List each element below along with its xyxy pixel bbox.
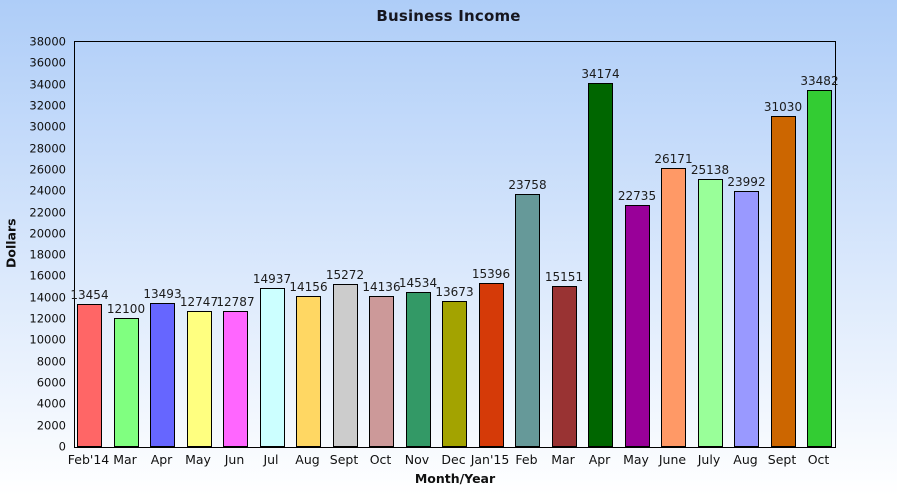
x-axis-tick-label: Sept [329, 452, 359, 467]
x-axis-tick-label: May [623, 452, 649, 467]
x-axis-tick-label: Jan'15 [470, 452, 510, 467]
y-axis-tick-label: 22000 [29, 205, 66, 220]
bar-value-label: 13454 [70, 287, 109, 302]
y-axis-tick-label: 30000 [29, 119, 66, 134]
x-axis-tick-label: Oct [807, 452, 830, 467]
bar [77, 303, 102, 447]
bar [259, 287, 285, 447]
y-axis-tick-label: 32000 [29, 98, 66, 113]
bar [697, 179, 723, 447]
bar-value-label: 14136 [362, 280, 401, 295]
bar [223, 310, 248, 447]
y-axis-tick-label: 0 [58, 439, 66, 454]
bar [807, 90, 832, 447]
bar [332, 284, 358, 447]
x-axis-tick-label: Apr [150, 452, 173, 467]
y-axis-tick-label: 16000 [29, 268, 66, 283]
bar-value-label: 25138 [690, 163, 730, 178]
x-axis-tick-label: July [697, 452, 721, 467]
y-axis-tick-label: 6000 [36, 375, 66, 390]
x-axis-tick-label: Nov [404, 452, 430, 467]
bar-value-label: 23758 [508, 177, 547, 192]
x-axis-title: Month/Year [414, 471, 496, 486]
bar [442, 301, 467, 447]
bar-value-label: 12747 [179, 295, 219, 310]
bar-value-label: 12100 [106, 302, 146, 317]
x-axis-tick-label: June [658, 452, 687, 467]
y-axis-tick-label: 36000 [29, 55, 66, 70]
y-axis-tick-label: 28000 [29, 141, 66, 156]
bar [770, 116, 796, 447]
plot-area: 13454 12100 13493 12747 12787 14937 14156 15272… [70, 41, 839, 448]
bar-value-label: 12787 [216, 294, 255, 309]
bar-value-label: 13673 [435, 285, 474, 300]
y-axis-tick-label: 38000 [29, 34, 66, 49]
bar-value-label: 14534 [398, 276, 438, 291]
bar-value-label: 26171 [654, 152, 693, 167]
y-axis-tick-label: 2000 [36, 418, 66, 433]
y-axis-tick-label: 34000 [29, 77, 66, 92]
y-axis-tick-label: 20000 [29, 226, 66, 241]
x-axis-tick-label: Feb'14 [67, 452, 110, 467]
bar [405, 292, 431, 447]
bar [478, 282, 504, 447]
bar-value-label: 22735 [617, 188, 657, 203]
x-axis-tick-label: Jul [263, 452, 279, 467]
y-axis-tick-label: 18000 [29, 247, 66, 262]
y-axis-tick-label: 4000 [36, 396, 66, 411]
bar-value-label: 33482 [800, 74, 839, 89]
bar [661, 168, 686, 447]
x-axis-tick-label: Jun [224, 452, 245, 467]
y-axis-tick-label: 10000 [29, 332, 66, 347]
x-axis-tick-label: Feb [515, 452, 538, 467]
bar-value-label: 23992 [727, 175, 766, 190]
y-axis-tick-label: 14000 [29, 290, 66, 305]
bar [150, 303, 175, 447]
bar [551, 285, 577, 447]
bar [624, 204, 650, 447]
bar-value-label: 13493 [143, 287, 182, 302]
bar [296, 296, 321, 447]
chart-title: Business Income [376, 7, 521, 25]
x-axis-tick-label: May [185, 452, 211, 467]
x-axis-tick-label: Mar [113, 452, 137, 467]
x-axis-tick-label: Aug [733, 452, 758, 467]
bar-value-label: 14937 [252, 271, 292, 286]
y-axis-tick-label: 12000 [29, 311, 66, 326]
bar-value-label: 15396 [471, 266, 511, 281]
bar [113, 318, 139, 447]
y-axis-tick-label: 8000 [36, 354, 66, 369]
x-axis-tick-label: Apr [588, 452, 611, 467]
bar [186, 311, 212, 447]
x-axis-tick-label: Mar [551, 452, 575, 467]
bar-value-label: 14156 [289, 280, 328, 295]
bar [588, 82, 613, 447]
bar-value-label: 15151 [544, 269, 584, 284]
x-axis-tick-label: Dec [441, 452, 466, 467]
x-axis-tick-label: Sept [767, 452, 797, 467]
bar [369, 296, 394, 447]
bar-value-label: 34174 [581, 66, 620, 81]
bar-value-label: 31030 [763, 100, 803, 115]
y-axis-tick-label: 26000 [29, 162, 66, 177]
y-axis-tick-label: 24000 [29, 183, 66, 198]
bar [734, 191, 759, 447]
x-axis-tick-label: Oct [369, 452, 392, 467]
x-axis-tick-label: Aug [295, 452, 320, 467]
bar-value-label: 15272 [325, 268, 365, 283]
bar [515, 193, 540, 447]
